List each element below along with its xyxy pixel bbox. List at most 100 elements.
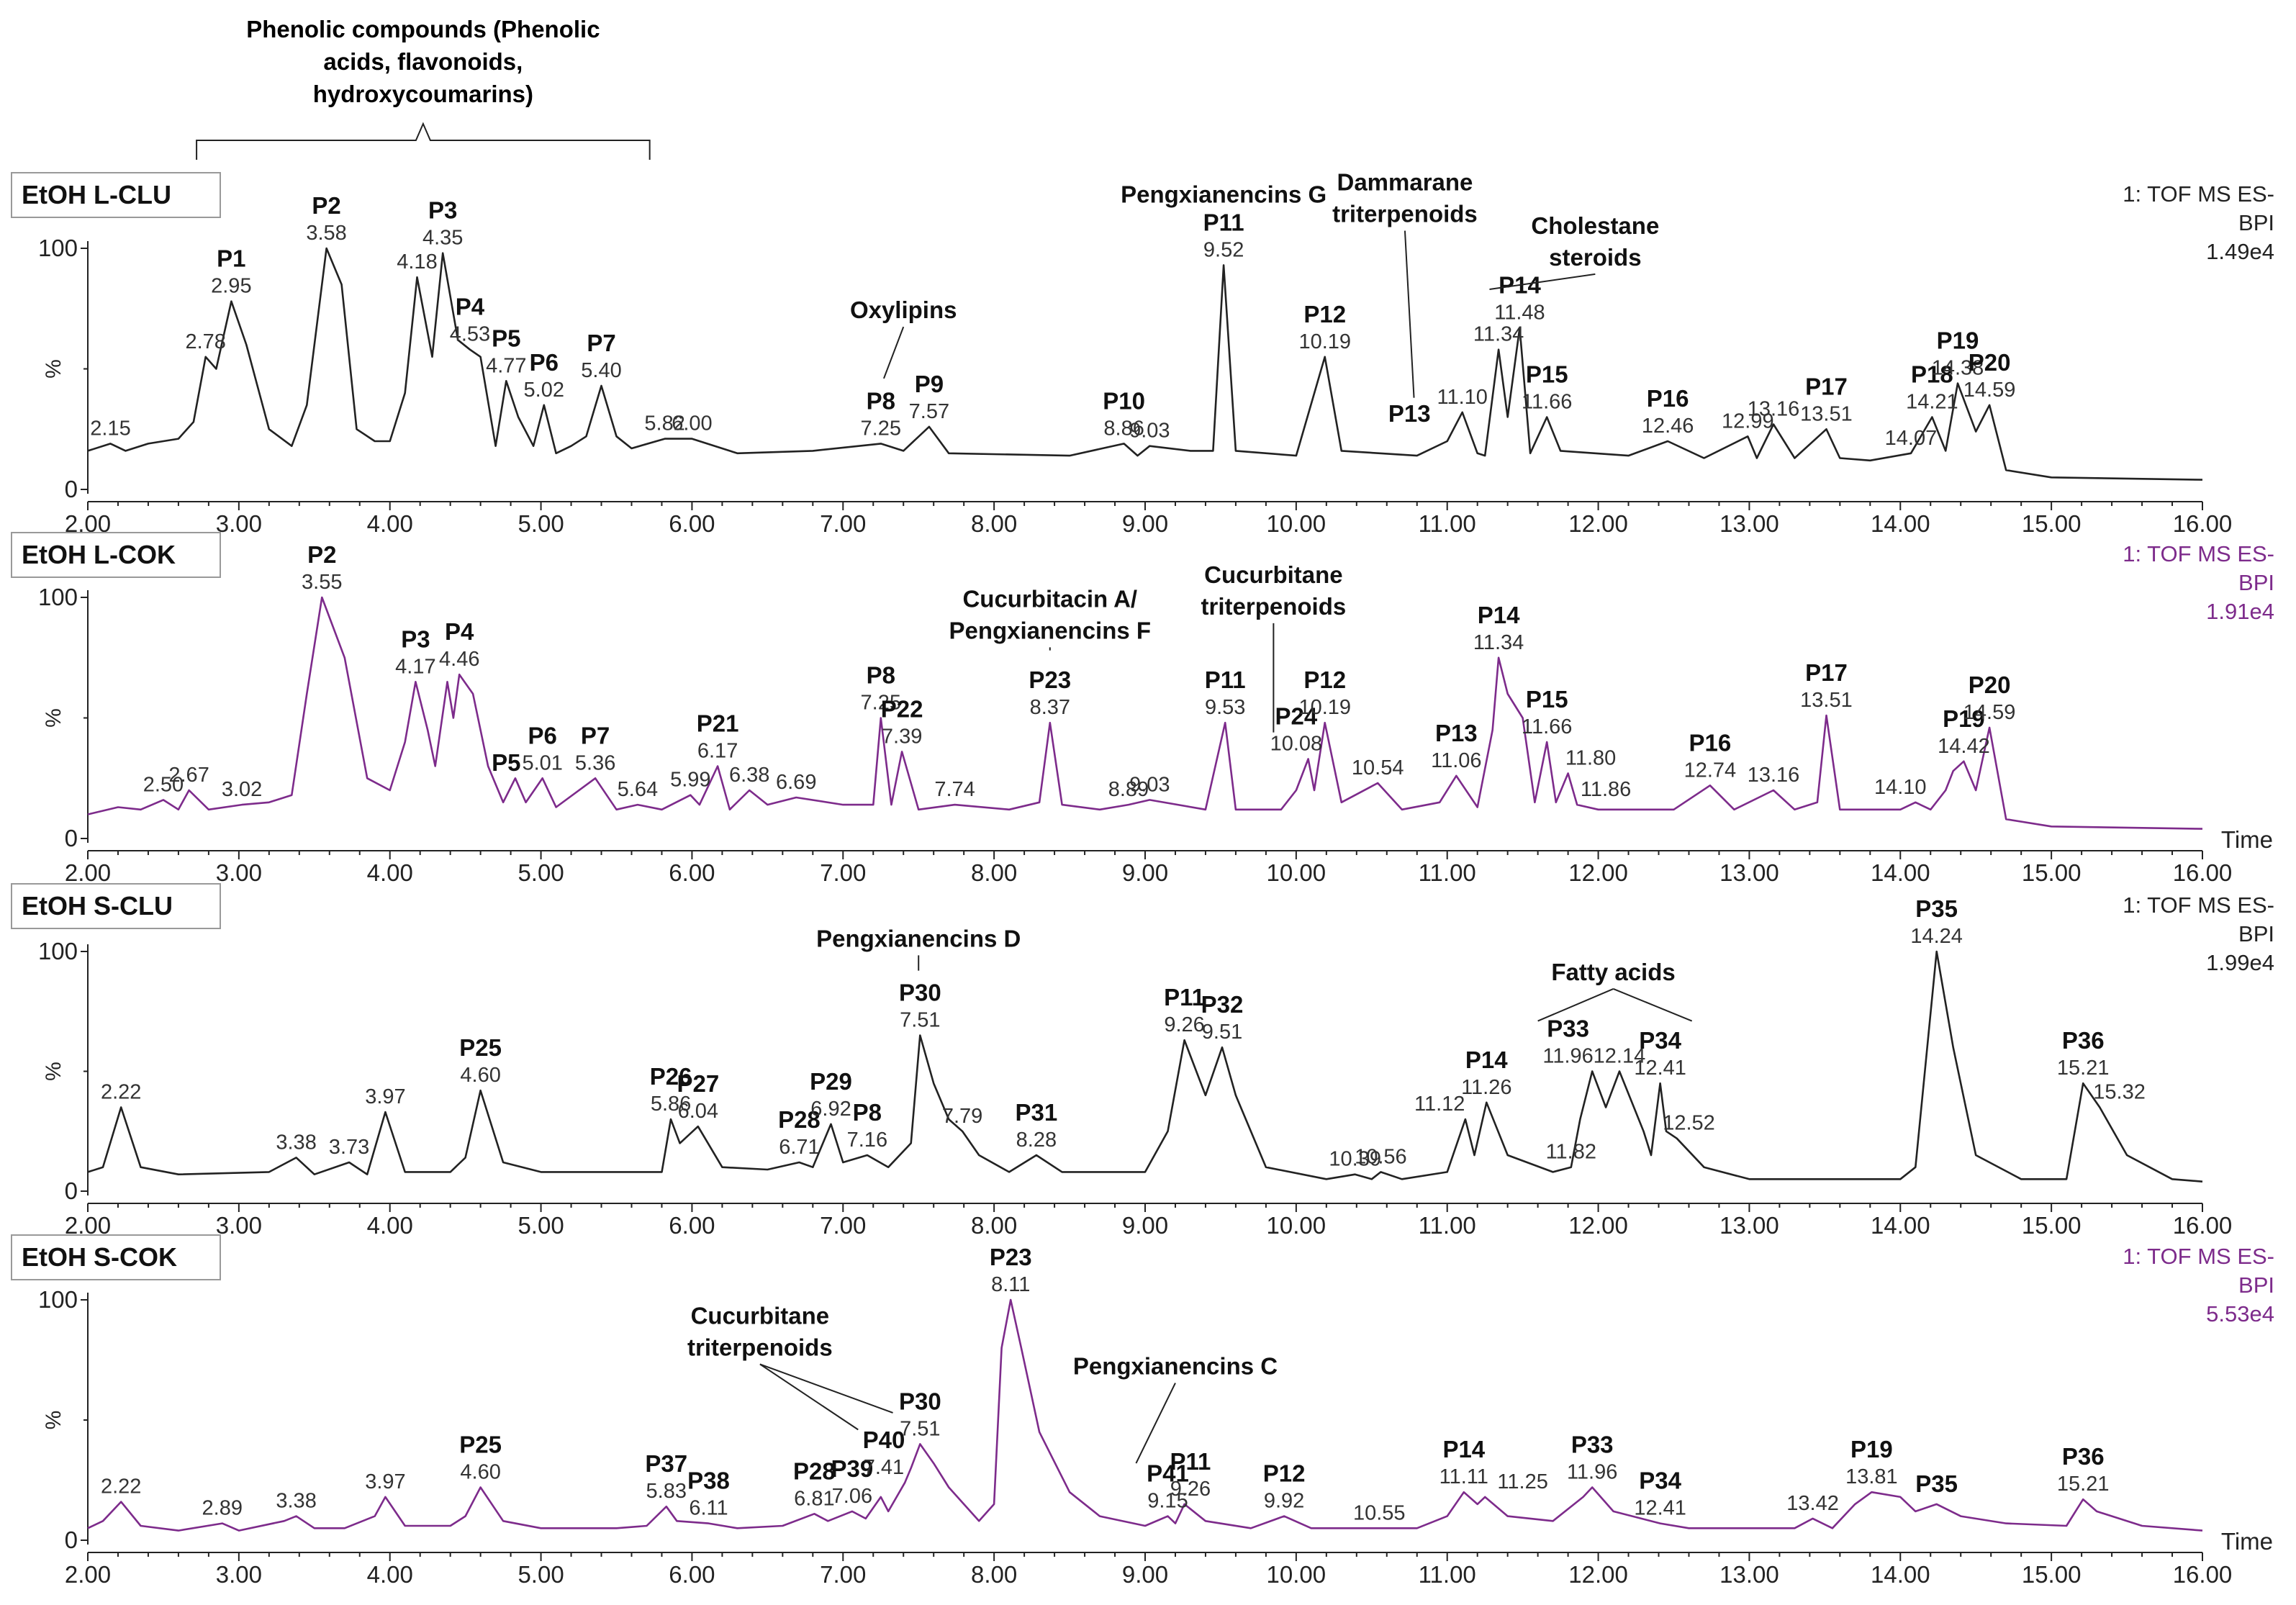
- annotation-leader: [759, 1363, 859, 1431]
- peak-rt-label: 7.39: [882, 725, 922, 748]
- panel-info-2: 1.99e4: [2206, 950, 2274, 975]
- peak-name-label: P19: [1850, 1436, 1893, 1462]
- peak-rt-label: 8.37: [1030, 696, 1070, 719]
- peak-rt-label: 4.18: [397, 250, 437, 273]
- peak-rt-label: 10.39: [1329, 1148, 1381, 1171]
- phenolic-label-line-1: Phenolic compounds (Phenolic: [246, 16, 600, 42]
- peak-rt-label: 2.50: [143, 773, 184, 796]
- peak-rt-label: 11.26: [1461, 1076, 1511, 1099]
- peak-rt-label: 5.86: [651, 1093, 691, 1116]
- peak-name-label: P8: [867, 662, 895, 689]
- peak-name-label: P34: [1639, 1468, 1681, 1494]
- y-tick-label: 100: [38, 235, 78, 261]
- peak-rt-label: 4.60: [460, 1064, 500, 1087]
- x-tick-label: 15.00: [2022, 510, 2082, 537]
- x-tick-label: 10.00: [1267, 1212, 1326, 1239]
- peak-rt-label: 4.77: [486, 354, 526, 377]
- panel-title-box: [11, 1234, 221, 1280]
- x-tick-label: 12.00: [1568, 1561, 1628, 1588]
- peak-rt-label: 8.89: [1108, 778, 1149, 801]
- x-tick-label: 13.00: [1719, 859, 1779, 886]
- peak-rt-label: 11.66: [1522, 391, 1572, 414]
- peak-rt-label: 9.26: [1170, 1478, 1211, 1501]
- annotation-leader: [1537, 988, 1614, 1022]
- x-tick-label: 6.00: [669, 859, 715, 886]
- peak-rt-label: 5.99: [670, 769, 710, 792]
- peak-rt-label: 3.38: [276, 1490, 316, 1513]
- peak-name-label: P34: [1639, 1027, 1681, 1054]
- peak-name-label: P19: [1943, 705, 1985, 732]
- panel-info-0: 1: TOF MS ES-: [2123, 892, 2274, 918]
- peak-name-label: P15: [1526, 361, 1568, 388]
- peak-name-label: P35: [1915, 895, 1958, 922]
- y-axis-label: %: [42, 1062, 65, 1081]
- peak-rt-label: 12.14: [1594, 1045, 1646, 1068]
- peak-rt-label: 2.78: [185, 330, 225, 353]
- peak-name-label: P14: [1442, 1436, 1485, 1462]
- peak-rt-label: 11.10: [1437, 386, 1487, 409]
- peak-name-label: P4: [456, 294, 485, 320]
- peak-name-label: P29: [810, 1068, 852, 1095]
- peak-name-label: P6: [528, 722, 556, 749]
- peak-name-label: P5: [492, 749, 520, 776]
- y-tick-label: 100: [38, 584, 78, 610]
- x-tick-label: 10.00: [1267, 859, 1326, 886]
- peak-rt-label: 6.17: [697, 740, 738, 763]
- x-tick-label: 16.00: [2173, 510, 2233, 537]
- peak-rt-label: 7.51: [900, 1009, 940, 1032]
- peak-rt-label: 12.46: [1642, 415, 1694, 438]
- peak-rt-label: 11.96: [1542, 1045, 1593, 1068]
- peak-name-label: P15: [1526, 686, 1568, 713]
- peak-name-label: P30: [899, 1388, 941, 1414]
- peak-rt-label: 5.40: [581, 359, 621, 382]
- peak-name-label: P11: [1170, 1448, 1211, 1475]
- peak-rt-label: 7.57: [909, 400, 949, 423]
- peak-rt-label: 11.12: [1414, 1093, 1465, 1116]
- annotation-label: Pengxianencins D: [816, 925, 1021, 951]
- peak-rt-label: 6.92: [810, 1098, 851, 1121]
- peak-rt-label: 7.16: [847, 1129, 887, 1152]
- peak-name-label: P2: [307, 541, 336, 568]
- x-tick-label: 11.00: [1419, 510, 1476, 537]
- peak-name-label: P1: [217, 245, 245, 272]
- peak-rt-label: 13.51: [1800, 689, 1853, 712]
- y-tick-label: 0: [65, 1527, 78, 1553]
- peak-rt-label: 15.21: [2057, 1057, 2110, 1080]
- x-tick-label: 8.00: [971, 1561, 1017, 1588]
- peak-rt-label: 13.16: [1748, 398, 1800, 421]
- peak-rt-label: 11.06: [1431, 749, 1481, 772]
- x-tick-label: 12.00: [1568, 1212, 1628, 1239]
- peak-name-label: P36: [2062, 1443, 2105, 1470]
- panel-title: EtOH L-COK: [22, 540, 176, 569]
- peak-name-label: P38: [687, 1468, 730, 1494]
- peak-rt-label: 7.41: [864, 1456, 904, 1479]
- x-tick-label: 8.00: [971, 1212, 1017, 1239]
- peak-rt-label: 14.38: [1932, 357, 1984, 380]
- peak-rt-label: 3.02: [222, 778, 262, 801]
- peak-rt-label: 11.80: [1565, 747, 1616, 770]
- peak-rt-label: 9.26: [1164, 1013, 1204, 1036]
- peak-name-label: P18: [1911, 361, 1953, 388]
- x-tick-label: 6.00: [669, 1212, 715, 1239]
- peak-rt-label: 8.28: [1016, 1129, 1057, 1152]
- panel-3: EtOH S-CLU 1: TOF MS ES- BPI 1.99e4 0 100% 2.0…: [11, 883, 2274, 1239]
- panel-title-box: [11, 532, 221, 578]
- annotation-label: Pengxianencins C: [1073, 1353, 1278, 1380]
- peak-rt-label: 14.21: [1906, 391, 1958, 414]
- peak-rt-label: 14.10: [1874, 776, 1927, 799]
- peak-name-label: P40: [863, 1427, 905, 1453]
- peak-rt-label: 5.02: [524, 379, 564, 402]
- chromatogram-trace: [87, 247, 2203, 481]
- peak-name-label: P36: [2062, 1027, 2105, 1054]
- x-tick-label: 15.00: [2022, 859, 2082, 886]
- x-tick-label: 10.00: [1267, 510, 1326, 537]
- peak-rt-label: 5.83: [646, 1480, 687, 1503]
- peak-rt-label: 13.42: [1786, 1492, 1839, 1515]
- peak-rt-label: 13.16: [1748, 764, 1800, 787]
- y-axis-label: %: [42, 1411, 65, 1430]
- peak-rt-label: 6.11: [689, 1497, 728, 1520]
- x-tick-label: 13.00: [1719, 1561, 1779, 1588]
- y-axis-label: %: [42, 708, 65, 728]
- x-tick-label: 2.00: [65, 859, 111, 886]
